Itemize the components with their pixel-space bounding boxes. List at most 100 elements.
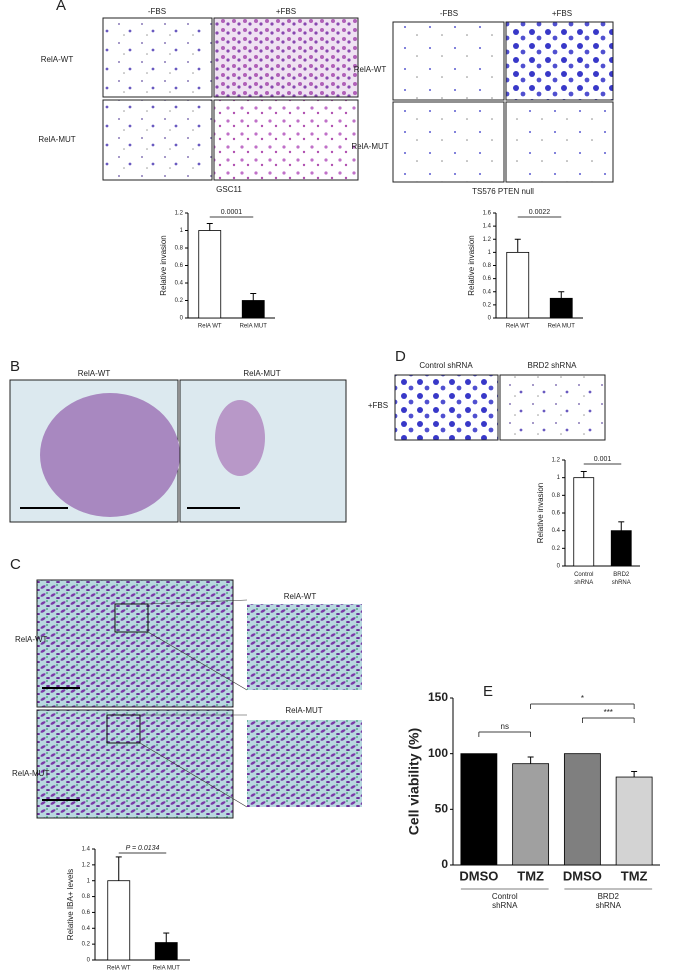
- x-tick-label: DMSO: [563, 868, 602, 883]
- x-tick-label: RelA WT: [506, 324, 530, 330]
- col-label: +FBS: [276, 7, 296, 16]
- y-tick-label: 150: [428, 690, 448, 704]
- y-axis-label: Relative invasion: [536, 483, 545, 543]
- y-tick-label: 0.2: [175, 298, 184, 304]
- bar: [615, 776, 653, 866]
- zoom-line: [139, 742, 248, 808]
- micrograph: [213, 17, 359, 98]
- y-tick-label: 0.8: [82, 894, 91, 900]
- y-axis-label: Relative invasion: [159, 235, 168, 295]
- y-tick-label: 0: [180, 316, 184, 322]
- bar: [241, 300, 265, 319]
- annotation: 0.0022: [529, 209, 551, 216]
- y-axis-label: Relative invasion: [467, 235, 476, 295]
- zoom-label: RelA-MUT: [285, 706, 322, 715]
- bar: [563, 753, 601, 866]
- x-tick-label: BRD2 shRNA: [612, 572, 631, 586]
- y-tick-label: 1.4: [82, 847, 91, 853]
- y-tick-label: 50: [435, 802, 449, 816]
- y-tick-label: 0: [441, 857, 448, 871]
- x-tick-label: Control shRNA: [574, 572, 593, 586]
- caption: GSC11: [216, 185, 242, 194]
- y-tick-label: 1: [488, 250, 492, 256]
- y-tick-label: 1.2: [82, 862, 91, 868]
- y-tick-label: 1.6: [483, 211, 492, 217]
- zoom-box: [114, 603, 149, 633]
- bar: [512, 763, 550, 866]
- y-tick-label: 100: [428, 746, 448, 760]
- group-label: BRD2 shRNA: [596, 892, 622, 910]
- panel-label: B: [10, 358, 20, 375]
- y-tick-label: 1: [557, 475, 561, 481]
- zoom-line: [147, 631, 248, 691]
- micrograph: [505, 21, 614, 101]
- micrograph: [394, 374, 499, 441]
- y-tick-label: 0.2: [483, 302, 492, 308]
- micrograph: [102, 17, 213, 98]
- micrograph: [36, 709, 234, 819]
- panel-label: E: [483, 683, 493, 700]
- y-axis-label: Cell viability (%): [406, 728, 422, 835]
- bar: [154, 942, 178, 961]
- y-tick-label: 0.4: [483, 289, 492, 295]
- col-label: -FBS: [440, 9, 458, 18]
- micrograph: [499, 374, 606, 441]
- col-label: RelA-WT: [78, 369, 111, 378]
- y-tick-label: 0: [87, 958, 91, 964]
- y-tick-label: 0.2: [82, 942, 91, 948]
- zoom-image: [247, 720, 362, 807]
- row-label: RelA-MUT: [38, 135, 75, 144]
- y-tick-label: 0.6: [483, 276, 492, 282]
- x-tick-label: RelA WT: [198, 324, 222, 330]
- zoom-box: [106, 714, 141, 744]
- y-tick-label: 1: [180, 228, 184, 234]
- x-tick-label: TMZ: [621, 868, 648, 883]
- col-label: BRD2 shRNA: [528, 361, 578, 370]
- row-label: RelA-WT: [15, 635, 48, 644]
- micrograph: [102, 99, 213, 181]
- col-label: +FBS: [552, 9, 572, 18]
- annotation: P = 0.0134: [126, 845, 160, 852]
- x-tick-label: RelA MUT: [548, 324, 576, 330]
- bar: [610, 530, 632, 567]
- row-label: RelA-WT: [354, 65, 387, 74]
- col-label: RelA-MUT: [243, 369, 280, 378]
- x-tick-label: RelA WT: [107, 966, 131, 972]
- group-label: Control shRNA: [492, 892, 518, 910]
- zoom-image: [247, 604, 362, 690]
- annotation: ***: [604, 708, 613, 717]
- y-tick-label: 0.6: [175, 263, 184, 269]
- y-tick-label: 0: [557, 564, 561, 570]
- x-tick-label: TMZ: [517, 868, 544, 883]
- panel-label: A: [56, 0, 66, 14]
- x-tick-label: DMSO: [459, 868, 498, 883]
- micrograph: [392, 101, 505, 183]
- row-label: +FBS: [368, 401, 388, 410]
- bar: [198, 230, 222, 319]
- micrograph: [505, 101, 614, 183]
- y-axis-label: Relative IBA+ levels: [66, 869, 75, 940]
- annotation: 0.0001: [221, 209, 243, 216]
- y-tick-label: 0: [488, 316, 492, 322]
- panel-label: C: [10, 556, 21, 573]
- y-tick-label: 0.6: [82, 910, 91, 916]
- annotation: ns: [501, 722, 509, 731]
- row-label: RelA-MUT: [12, 769, 49, 778]
- row-label: RelA-MUT: [351, 142, 388, 151]
- zoom-label: RelA-WT: [284, 592, 317, 601]
- bar: [506, 251, 530, 319]
- row-label: RelA-WT: [41, 55, 74, 64]
- y-tick-label: 0.8: [552, 493, 561, 499]
- y-tick-label: 1.2: [483, 237, 492, 243]
- panel-label: D: [395, 348, 406, 365]
- y-tick-label: 0.8: [175, 246, 184, 252]
- y-tick-label: 0.6: [552, 511, 561, 517]
- y-tick-label: 0.4: [552, 528, 561, 534]
- y-tick-label: 0.2: [552, 546, 561, 552]
- annotation: 0.001: [594, 456, 612, 463]
- caption: TS576 PTEN null: [472, 187, 534, 196]
- x-tick-label: RelA MUT: [240, 324, 268, 330]
- bar: [549, 297, 573, 319]
- micrograph: [36, 579, 234, 708]
